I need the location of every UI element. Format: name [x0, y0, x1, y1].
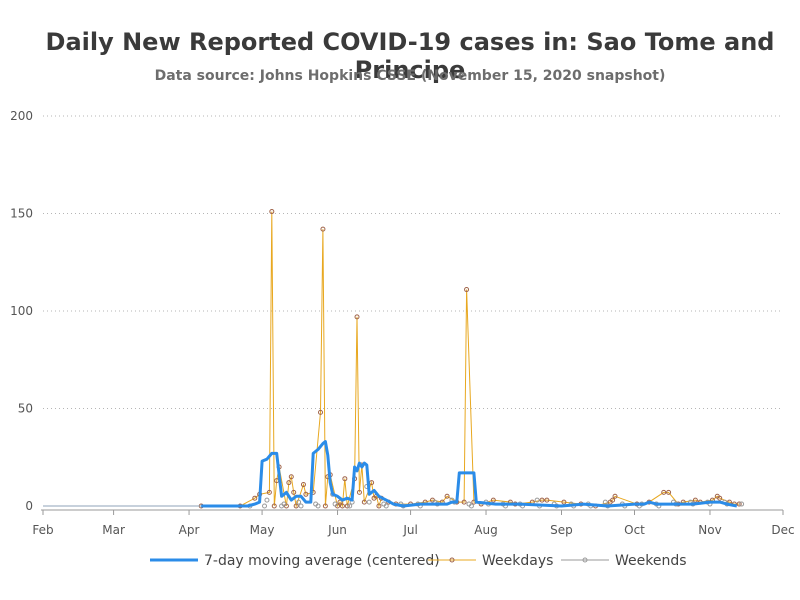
x-tick-label: Dec	[771, 523, 794, 537]
legend-label: Weekdays	[482, 553, 553, 569]
x-tick-label: Nov	[698, 523, 721, 537]
weekday-point	[271, 503, 277, 509]
legend-label: 7-day moving average (centered)	[204, 553, 440, 569]
weekday-point	[269, 209, 275, 215]
weekend-point	[332, 501, 338, 507]
weekend-point	[602, 499, 608, 505]
weekday-point	[354, 314, 360, 320]
x-tick-label: Mar	[102, 523, 125, 537]
y-tick-label: 100	[10, 304, 33, 318]
weekend-point	[281, 501, 287, 507]
weekend-point	[347, 503, 353, 509]
moving-average-series	[43, 440, 738, 508]
x-tick-label: Jun	[327, 523, 347, 537]
weekday-point	[318, 409, 323, 415]
weekday-point	[661, 489, 667, 495]
x-tick-label: Sep	[550, 523, 573, 537]
weekday-point	[320, 226, 326, 232]
y-tick-label: 200	[10, 109, 33, 123]
weekend-point	[264, 497, 270, 503]
x-tick-label: Apr	[179, 523, 200, 537]
weekend-point	[739, 501, 745, 507]
weekday-point	[339, 503, 345, 509]
weekday-point	[286, 480, 292, 486]
weekend-point	[383, 503, 389, 509]
weekday-point	[464, 287, 470, 293]
weekend-point	[468, 503, 474, 509]
weekday-point	[444, 493, 450, 499]
weekday-point	[490, 497, 496, 503]
weekday-point	[736, 501, 742, 507]
weekday-point	[461, 499, 467, 505]
weekend-point	[296, 499, 302, 505]
weekday-point	[561, 499, 567, 505]
weekdays-series	[198, 209, 742, 509]
weekday-point	[666, 489, 672, 495]
weekend-point	[534, 497, 540, 503]
y-tick-label: 150	[10, 207, 33, 221]
weekday-point	[291, 489, 297, 495]
chart-title: Daily New Reported COVID-19 cases in: Sa…	[45, 28, 775, 84]
weekday-point	[361, 499, 367, 505]
weekday-point	[300, 482, 306, 488]
weekday-point	[288, 474, 294, 480]
x-tick-label: Jul	[402, 523, 417, 537]
gridlines	[43, 115, 783, 409]
legend-label: Weekends	[615, 553, 687, 569]
chart-subtitle: Data source: Johns Hopkins CSSE (Novembe…	[154, 68, 666, 84]
weekday-point	[692, 497, 698, 503]
weekday-point	[293, 503, 299, 509]
weekday-point	[376, 503, 382, 509]
x-tick-label: Feb	[32, 523, 53, 537]
legend-marker	[449, 557, 455, 563]
weekday-point	[344, 503, 350, 509]
weekday-point	[342, 476, 348, 482]
legend: 7-day moving average (centered) Weekdays W…	[150, 553, 687, 569]
weekday-point	[717, 495, 723, 501]
weekday-point	[539, 497, 545, 503]
weekday-point	[266, 489, 272, 495]
axes: 0 50 100 150 200 Feb Mar Apr May Jun Jul Aug Sep Oct N…	[10, 109, 795, 537]
weekend-point	[315, 503, 321, 509]
weekend-point	[366, 499, 372, 505]
x-tick-label: May	[250, 523, 275, 537]
weekend-point	[262, 503, 268, 509]
x-tick-label: Oct	[624, 523, 645, 537]
weekday-point	[252, 495, 258, 501]
legend-marker	[582, 557, 588, 563]
weekday-point	[322, 503, 328, 509]
y-tick-label: 50	[18, 402, 33, 416]
x-tick-label: Aug	[474, 523, 497, 537]
weekday-point	[544, 497, 550, 503]
weekday-point	[356, 489, 362, 495]
weekday-point	[303, 491, 309, 497]
weekend-point	[298, 503, 304, 509]
y-tick-label: 0	[25, 499, 33, 513]
weekday-point	[612, 493, 618, 499]
moving-average-line	[201, 440, 738, 508]
weekday-point	[610, 497, 616, 503]
weekdays-line	[201, 211, 740, 508]
